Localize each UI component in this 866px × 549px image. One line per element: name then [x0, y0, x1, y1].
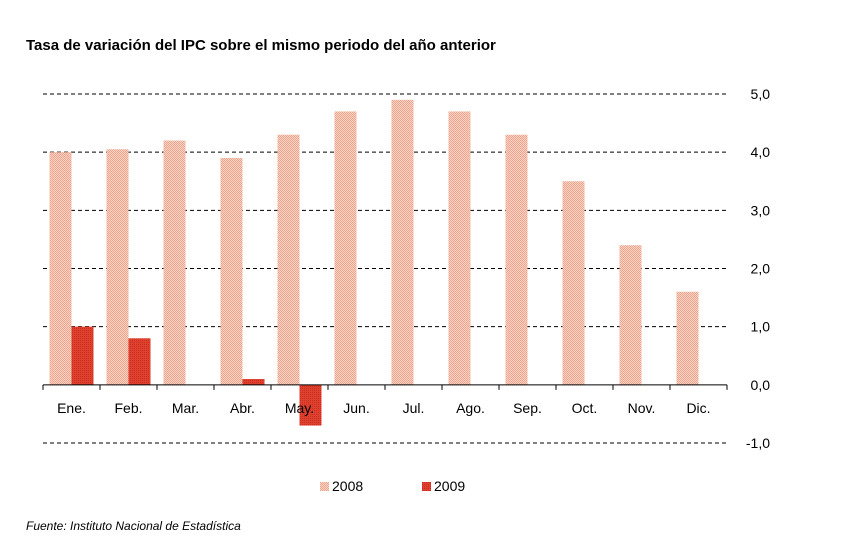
x-tick-label: Nov. [628, 400, 656, 416]
bars [49, 99, 699, 426]
bar-2009-4 [299, 384, 322, 426]
bar-2008-6 [391, 99, 414, 385]
bar-2008-7 [448, 111, 471, 385]
x-tick-label: Feb. [114, 400, 142, 416]
legend-label-2009: 2009 [434, 478, 465, 494]
y-axis-tick-labels: 5,0 4,0 3,0 2,0 1,0 0,0 -1,0 [746, 86, 770, 451]
bar-2008-3 [220, 157, 243, 385]
bar-2008-4 [277, 134, 300, 385]
legend-label-2008: 2008 [332, 478, 363, 494]
gridlines [43, 93, 727, 444]
y-tick-label: -1,0 [746, 435, 770, 451]
bar-2008-2 [163, 140, 186, 385]
x-tick-label: May. [285, 400, 314, 416]
y-tick-label: 3,0 [751, 202, 771, 218]
legend: 2008 2009 [320, 478, 465, 494]
bar-2008-1 [106, 149, 129, 385]
bar-2008-5 [334, 111, 357, 385]
bar-2008-8 [505, 134, 528, 385]
y-tick-label: 2,0 [751, 261, 771, 277]
bar-2009-3 [242, 379, 265, 385]
y-tick-label: 4,0 [751, 144, 771, 160]
chart-title: Tasa de variación del IPC sobre el mismo… [26, 37, 496, 54]
legend-swatch-2009 [422, 482, 431, 491]
x-tick-label: Jun. [343, 400, 369, 416]
bar-2009-1 [128, 338, 151, 385]
bar-2008-9 [562, 181, 585, 385]
bar-2008-11 [676, 291, 699, 385]
x-axis-tick-labels: Ene. Feb. Mar. Abr. May. Jun. Jul. Ago. Sep. Oct.… [57, 400, 710, 416]
bar-2008-10 [619, 245, 642, 385]
y-tick-label: 5,0 [751, 86, 771, 102]
x-tick-label: Ene. [57, 400, 86, 416]
y-tick-label: 1,0 [751, 319, 771, 335]
y-tick-label: 0,0 [751, 377, 771, 393]
x-tick-label: Mar. [172, 400, 199, 416]
x-tick-label: Sep. [513, 400, 542, 416]
x-tick-label: Abr. [230, 400, 255, 416]
bar-2009-0 [71, 326, 94, 385]
legend-swatch-2008 [320, 482, 329, 491]
x-tick-label: Oct. [572, 400, 598, 416]
x-axis [42, 384, 728, 390]
source-note: Fuente: Instituto Nacional de Estadístic… [26, 519, 241, 533]
x-tick-label: Jul. [403, 400, 425, 416]
x-tick-label: Dic. [686, 400, 710, 416]
x-tick-label: Ago. [456, 400, 485, 416]
bar-2008-0 [49, 152, 72, 385]
